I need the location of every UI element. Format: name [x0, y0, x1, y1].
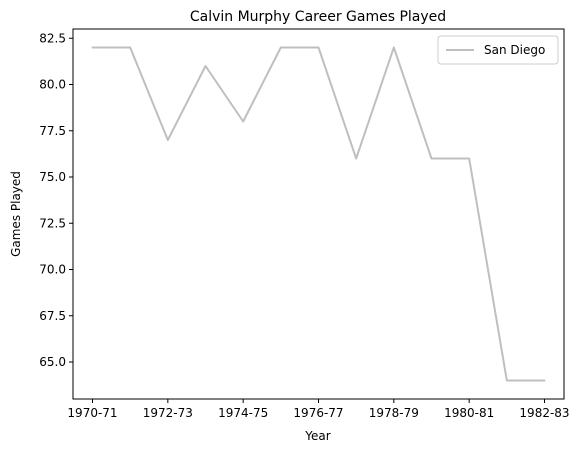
series-layer	[91, 46, 546, 382]
legend-box	[437, 35, 559, 65]
plot-frame	[72, 28, 565, 400]
y-tick-label: 70.0	[39, 263, 66, 277]
y-tick-label: 67.5	[39, 309, 66, 323]
y-tick-label: 75.0	[39, 170, 66, 184]
x-tick-label: 1970-71	[67, 406, 117, 420]
y-axis: 65.0 67.5 70.0 72.5 75.0 77.5 80.0 82.5	[39, 31, 73, 369]
x-tick-label: 1972-73	[143, 406, 193, 420]
x-tick-label: 1980-81	[444, 406, 494, 420]
y-tick-label: 72.5	[39, 216, 66, 230]
y-axis-label: Games Played	[9, 171, 23, 257]
x-tick-label: 1982-83	[519, 406, 569, 420]
x-axis-label: Year	[304, 429, 330, 443]
chart-title: Calvin Murphy Career Games Played	[190, 9, 446, 25]
legend: San Diego	[437, 35, 559, 65]
plot-area: 1970-71 1972-73 1974-75 1976-77 1978-79 1980-…	[39, 28, 570, 420]
x-tick-label: 1978-79	[369, 406, 419, 420]
series-line-0	[91, 46, 546, 382]
x-tick-label: 1974-75	[218, 406, 268, 420]
y-tick-label: 82.5	[39, 31, 66, 45]
legend-entry-label: San Diego	[484, 43, 545, 57]
y-tick-label: 65.0	[39, 355, 66, 369]
x-tick-label: 1976-77	[293, 406, 343, 420]
x-axis: 1970-71 1972-73 1974-75 1976-77 1978-79 1980-…	[67, 399, 570, 420]
y-tick-label: 77.5	[39, 124, 66, 138]
y-tick-label: 80.0	[39, 78, 66, 92]
